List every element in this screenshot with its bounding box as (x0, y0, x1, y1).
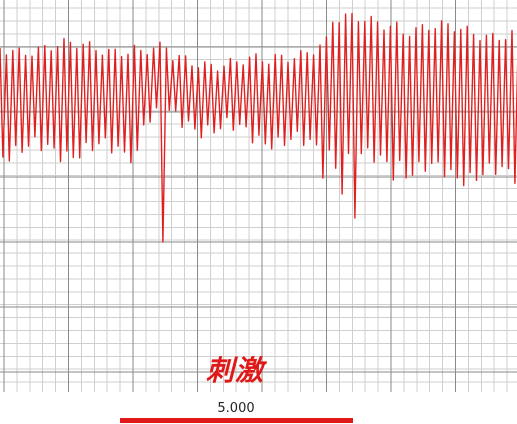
scale-bar (120, 418, 353, 423)
signal-trace (0, 12, 517, 243)
waveform-plot (0, 0, 517, 392)
scale-bar-value: 5.000 (217, 401, 255, 416)
recording-chart (0, 0, 517, 392)
stimulus-marker-label: 刺激 (205, 354, 264, 387)
